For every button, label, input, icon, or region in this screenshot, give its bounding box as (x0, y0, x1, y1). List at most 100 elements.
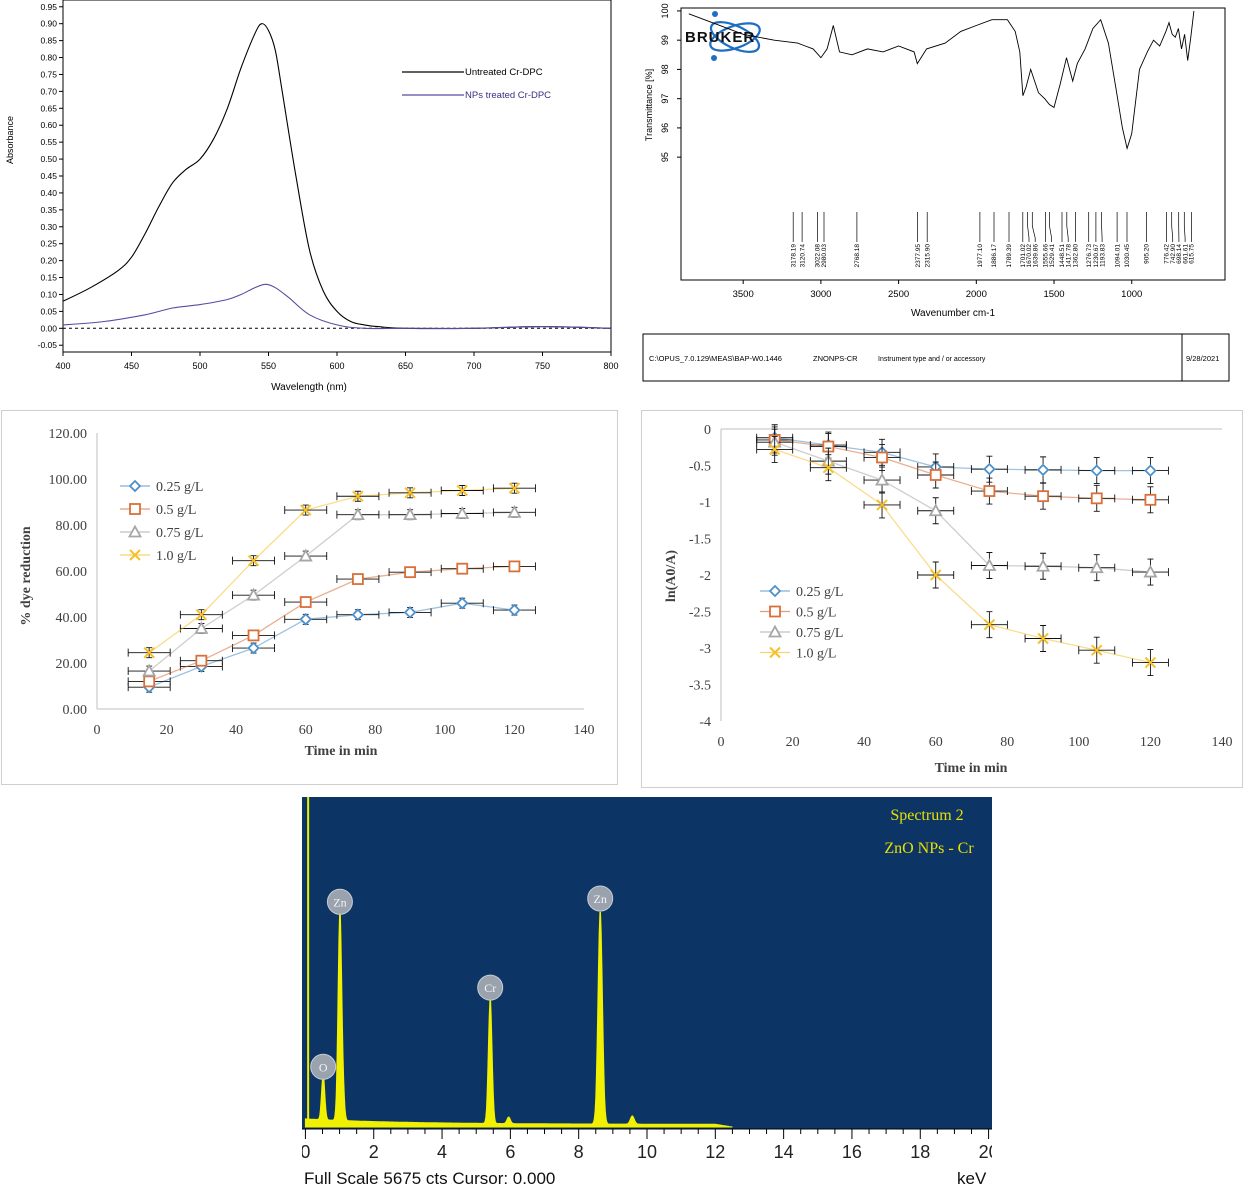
dye-reduction-x-axis-label: Time in min (305, 744, 378, 759)
ftir-peak-label: 1417.78 (1065, 244, 1072, 268)
kinetics-point-0-5-g-l (983, 485, 996, 497)
kinetics-x-tick-label: 20 (786, 735, 800, 750)
ftir-peak-label: 1701.02 (1020, 244, 1027, 268)
ftir-peak-marker (1027, 212, 1030, 242)
dye-reduction-point-1-0-g-l (508, 482, 521, 494)
kinetics-point-1-0-g-l (876, 499, 888, 511)
dye-reduction-legend-marker (128, 479, 142, 493)
dye-reduction-x-tick-label: 40 (229, 723, 243, 738)
ftir-peak-marker (1171, 212, 1174, 242)
dye-reduction-point-0-75-g-l (142, 663, 157, 677)
edx-peak-badge (477, 974, 504, 1001)
ftir-y-tick-label: 98 (660, 64, 670, 74)
uvvis-x-tick-label: 400 (55, 361, 70, 371)
ftir-peak-marker (1049, 212, 1052, 242)
kinetics-x-axis-label: Time in min (935, 761, 1008, 776)
dye-reduction-x-tick-label: 60 (299, 723, 313, 738)
dye-reduction-point-0-75-g-l (507, 504, 522, 518)
kinetics-point-0-25-g-l (1090, 464, 1104, 477)
ftir-peak-marker (1183, 212, 1186, 242)
uvvis-y-tick-label: 0.85 (40, 36, 57, 46)
dye-reduction-legend-marker (129, 503, 141, 515)
uvvis-series-untreated-cr-dpc (62, 23, 612, 330)
kinetics-point-0-5-g-l (1037, 490, 1049, 503)
uvvis-x-tick-label: 450 (124, 361, 139, 371)
dye-reduction-point-0-25-g-l (299, 613, 312, 626)
dye-reduction-point-0-5-g-l (143, 675, 156, 688)
uvvis-y-axis-label: Absorbance (5, 116, 15, 164)
kinetics-legend-label: 0.5 g/L (796, 606, 836, 621)
uvvis-y-tick-label: 0.90 (40, 19, 57, 29)
ftir-peak-label: 3022.08 (815, 244, 822, 268)
dye-reduction-y-tick-label: 0.00 (63, 703, 88, 718)
uvvis-y-tick-label: 0.60 (40, 120, 57, 130)
ftir-peak-label: 1276.73 (1086, 244, 1093, 268)
ftir-peak-label: 1789.39 (1006, 244, 1013, 268)
uvvis-y-tick-label: 0.80 (40, 53, 57, 63)
kinetics-point-0-5-g-l (1090, 492, 1103, 505)
ftir-peak-label: 1529.41 (1049, 244, 1056, 268)
kinetics-point-1-0-g-l (822, 461, 835, 474)
edx-x-tick-label: 6 (505, 1142, 515, 1162)
kinetics-x-tick-label: 140 (1212, 735, 1233, 750)
kinetics-point-0-75-g-l (982, 558, 997, 571)
ftir-x-tick-label: 3500 (733, 289, 754, 300)
kinetics-point-1-0-g-l (930, 569, 942, 581)
edx-x-tick-label: 4 (437, 1142, 447, 1162)
uvvis-y-tick-label: 0.00 (40, 323, 57, 333)
ftir-peak-label: 3120.74 (799, 244, 806, 268)
uvvis-x-tick-label: 750 (535, 361, 550, 371)
kinetics-legend-marker (768, 584, 782, 598)
uvvis-y-tick-label: 0.55 (40, 137, 57, 147)
ftir-x-axis-label: Wavenumber cm-1 (911, 308, 996, 319)
ftir-x-tick-label: 3000 (810, 289, 831, 300)
kinetics-x-tick-label: 40 (857, 735, 871, 750)
kinetics-legend-marker (769, 605, 781, 618)
dye-reduction-panel: 0.00 20.00 40.00 60.00 80.00 100.00 120.00 0 20… (1, 410, 618, 785)
ftir-peak-label: 1448.51 (1059, 244, 1066, 268)
edx-footer: Full Scale 5675 cts Cursor: 0.000 (304, 1169, 555, 1188)
ftir-peak-label: 1977.10 (977, 244, 984, 268)
ftir-peak-label: 905.20 (1144, 244, 1151, 264)
dye-reduction-point-0-5-g-l (195, 654, 208, 667)
kinetics-legend-label: 1.0 g/L (796, 647, 836, 662)
kinetics-point-1-0-g-l (1144, 656, 1157, 669)
dye-reduction-point-1-0-g-l (143, 646, 155, 659)
dye-reduction-point-1-0-g-l (352, 490, 364, 502)
dye-reduction-x-tick-label: 100 (434, 723, 455, 738)
ftir-x-tick-label: 1500 (1043, 289, 1064, 300)
kinetics-point-0-75-g-l (1143, 564, 1158, 578)
dye-reduction-point-0-75-g-l (350, 507, 365, 521)
edx-peak-label-o: O (319, 1060, 328, 1074)
ftir-peak-label: 1193.83 (1099, 244, 1106, 267)
kinetics-panel: 0 -0.5 -1 -1.5 -2 -2.5 -3 -3.5 -4 0 20 40 60 80 100 12… (641, 410, 1243, 788)
ftir-peak-label: 2315.90 (924, 244, 931, 268)
uvvis-y-tick-label: 0.50 (40, 154, 57, 164)
ftir-footer-sample: ZNONPS-CR (813, 354, 858, 363)
edx-peak-label-cr: Cr (484, 981, 496, 995)
dye-reduction-series-line-0-5-g-l (148, 565, 515, 683)
ftir-peak-label: 698.14 (1176, 244, 1183, 264)
kinetics-y-tick-label: -2 (699, 569, 711, 584)
edx-chart: O Zn Cr Zn Spectrum 2 ZnO NPs - Cr 0 2 4 6 8 10 1… (302, 797, 992, 1191)
kinetics-point-0-5-g-l (1144, 493, 1157, 506)
dye-reduction-legend-label: 0.25 g/L (156, 480, 203, 495)
edx-x-tick-label: 0 (302, 1142, 310, 1162)
kinetics-point-1-0-g-l (1037, 632, 1049, 645)
kinetics-chart: 0 -0.5 -1 -1.5 -2 -2.5 -3 -3.5 -4 0 20 40 60 80 100 12… (664, 423, 1233, 776)
dye-reduction-x-tick-label: 140 (574, 723, 595, 738)
dye-reduction-point-0-5-g-l (404, 566, 416, 579)
kinetics-y-tick-label: -3 (699, 642, 711, 657)
uvvis-y-tick-label: 0.15 (40, 273, 57, 283)
kinetics-point-0-75-g-l (1089, 560, 1104, 574)
kinetics-y-tick-label: -3.5 (689, 679, 711, 694)
uvvis-series-nps-treated-cr-dpc (62, 283, 612, 330)
ftir-peak-label: 3178.19 (790, 244, 797, 268)
kinetics-point-0-25-g-l (1036, 463, 1050, 477)
edx-x-tick-label: 8 (574, 1142, 584, 1162)
ftir-panel: BRUKER 95 96 97 98 99 100 3500 3000 2500 2000 150… (640, 0, 1244, 395)
kinetics-x-tick-label: 120 (1140, 735, 1161, 750)
edx-x-tick-label: 20 (979, 1142, 992, 1162)
dye-reduction-point-0-75-g-l (455, 506, 470, 519)
edx-panel: O Zn Cr Zn Spectrum 2 ZnO NPs - Cr 0 2 4 6 8 10 1… (302, 797, 992, 1191)
